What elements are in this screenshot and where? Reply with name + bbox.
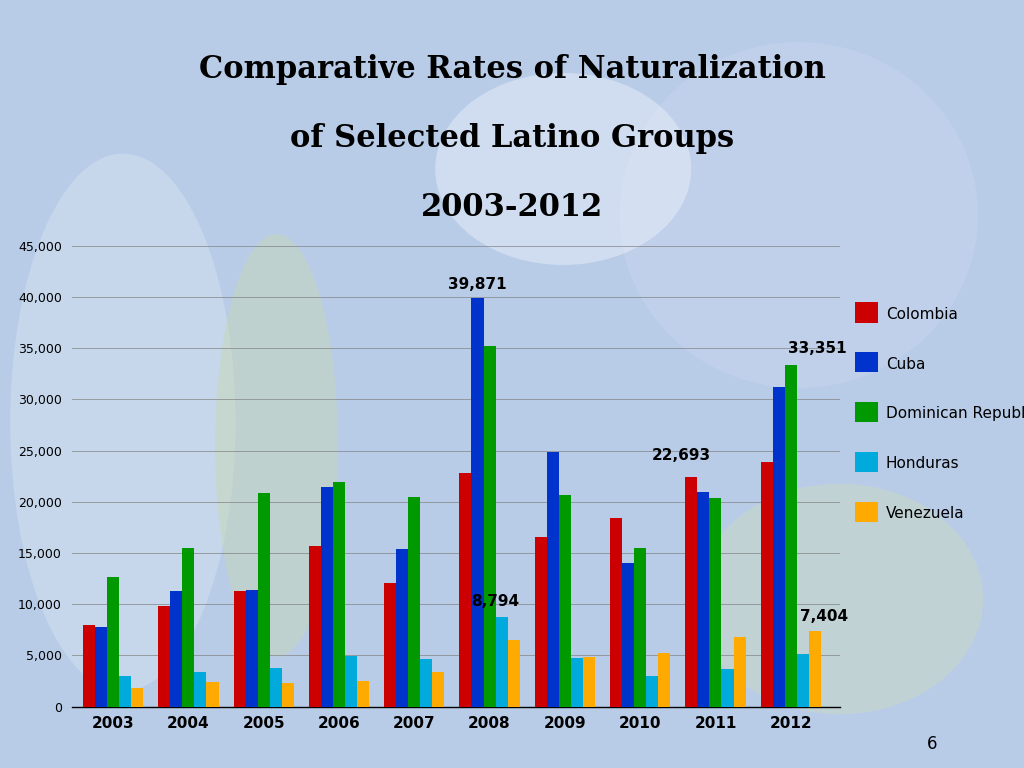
Text: Colombia: Colombia (886, 306, 957, 322)
Bar (432, 672, 444, 707)
Bar (773, 387, 784, 707)
Bar (182, 548, 195, 707)
Bar (685, 477, 697, 707)
Text: 2003-2012: 2003-2012 (421, 192, 603, 223)
Bar (108, 577, 119, 707)
Text: 39,871: 39,871 (449, 276, 507, 292)
Text: 7,404: 7,404 (800, 608, 848, 624)
Ellipse shape (696, 484, 983, 714)
Bar (483, 346, 496, 707)
Bar (345, 657, 357, 707)
Bar (420, 660, 432, 707)
Bar (119, 676, 131, 707)
Bar (583, 657, 595, 707)
Bar (246, 590, 258, 707)
Bar (131, 688, 143, 707)
Bar (282, 683, 294, 707)
Bar (496, 617, 508, 707)
Bar (396, 549, 409, 707)
Bar (559, 495, 570, 707)
Text: Venezuela: Venezuela (886, 506, 965, 521)
Ellipse shape (215, 234, 338, 657)
Bar (95, 627, 108, 707)
Bar (321, 488, 333, 707)
Bar (384, 583, 396, 707)
Bar (761, 462, 773, 707)
Text: 8,794: 8,794 (471, 594, 519, 609)
Bar (471, 298, 483, 707)
Bar (508, 640, 519, 707)
Bar (610, 518, 622, 707)
Text: 33,351: 33,351 (787, 341, 847, 356)
Bar (733, 637, 745, 707)
Ellipse shape (10, 154, 236, 691)
Bar (797, 654, 809, 707)
Bar (258, 492, 269, 707)
Text: 22,693: 22,693 (652, 448, 711, 463)
Bar (269, 667, 282, 707)
Bar (233, 591, 246, 707)
Text: Comparative Rates of Naturalization: Comparative Rates of Naturalization (199, 54, 825, 84)
Bar (646, 676, 658, 707)
Bar (547, 452, 559, 707)
Text: 6: 6 (927, 735, 937, 753)
Bar (207, 682, 218, 707)
Text: Cuba: Cuba (886, 356, 925, 372)
Bar (722, 669, 733, 707)
Bar (535, 537, 547, 707)
Bar (357, 681, 369, 707)
Bar (159, 606, 170, 707)
Bar (570, 658, 583, 707)
Bar (658, 654, 671, 707)
Bar (710, 498, 722, 707)
Ellipse shape (620, 42, 978, 388)
Text: of Selected Latino Groups: of Selected Latino Groups (290, 123, 734, 154)
Bar (460, 473, 471, 707)
Bar (170, 591, 182, 707)
Bar (809, 631, 821, 707)
Bar (333, 482, 345, 707)
Ellipse shape (435, 73, 691, 265)
Bar (784, 365, 797, 707)
Bar (697, 492, 710, 707)
Bar (622, 563, 634, 707)
Bar (309, 546, 321, 707)
Bar (83, 624, 95, 707)
Bar (195, 672, 207, 707)
Text: Honduras: Honduras (886, 456, 959, 472)
Text: Dominican Republic: Dominican Republic (886, 406, 1024, 422)
Bar (409, 497, 420, 707)
Bar (634, 548, 646, 707)
